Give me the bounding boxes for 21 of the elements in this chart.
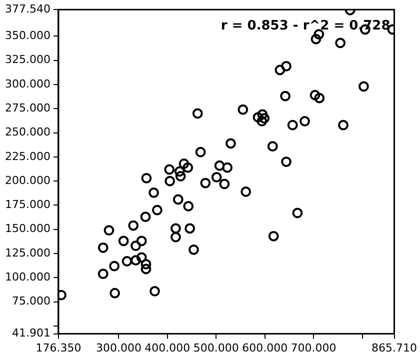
x-tick-label: 400.000 [144, 341, 190, 354]
y-tick-label: 41.901 [12, 326, 50, 340]
y-tick-label: 350.000 [4, 29, 50, 42]
y-tick-label: 300.000 [4, 77, 50, 90]
x-tick-label: 700.000 [290, 341, 336, 354]
y-tick-label: 250.000 [4, 126, 50, 139]
y-tick-label: 100.000 [4, 270, 50, 284]
y-tick-label: 325.000 [4, 53, 50, 66]
y-tick-label: 150.000 [4, 222, 50, 236]
x-tick-label: 865.710 [372, 341, 418, 354]
y-tick-label: 175.000 [4, 198, 50, 212]
y-tick-label: 225.000 [4, 150, 50, 163]
x-tick-label: 500.000 [193, 341, 239, 354]
y-tick-label: 125.000 [4, 246, 50, 260]
y-tick-label: 377.540 [4, 2, 50, 16]
y-tick-label: 200.000 [4, 174, 50, 187]
y-tick-label: 75.000 [12, 294, 50, 308]
x-tick-label: 600.000 [242, 341, 288, 354]
x-tick-label: 300.000 [96, 341, 142, 354]
x-tick-label: 176.350 [36, 341, 82, 354]
y-tick-label: 275.000 [4, 102, 50, 115]
